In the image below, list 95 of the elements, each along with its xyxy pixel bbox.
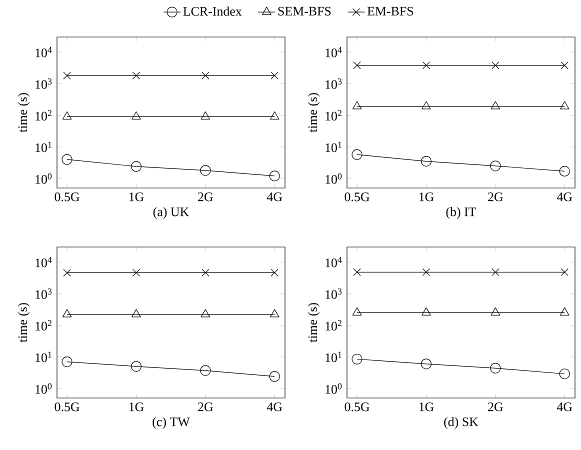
y-tick-label: 10$^{4}$ [326, 46, 342, 58]
point [422, 268, 430, 276]
point [132, 309, 141, 318]
legend-label: EM-BFS [367, 6, 414, 16]
text: (b) IT [446, 207, 476, 219]
point [200, 309, 210, 318]
point [420, 358, 432, 370]
y-tick-label: 10$^{1}$ [36, 352, 52, 362]
x-tick-label: 1G [129, 402, 144, 412]
x-tick-label: 4G [266, 192, 282, 202]
x-tick-label: 0.5G [54, 192, 80, 202]
x-tick-label: 1G [419, 402, 434, 412]
point [62, 309, 72, 318]
point [492, 268, 500, 276]
point [130, 161, 142, 172]
x-tick-label: 4G [556, 402, 572, 412]
point [353, 268, 361, 276]
point [270, 309, 280, 318]
point [270, 72, 278, 80]
y-tick-label: 10$^{3}$ [326, 288, 342, 299]
point [132, 268, 140, 277]
text: (d) SK [444, 417, 478, 429]
point [560, 101, 570, 110]
point [352, 307, 362, 316]
point [63, 268, 71, 277]
x-tick-label: 2G [488, 192, 503, 202]
point [560, 268, 568, 276]
y-tick-label: 10$^{0}$ [36, 173, 52, 184]
y-tick-label: 10$^{3}$ [326, 78, 342, 89]
y-tick-label: 10$^{4}$ [36, 46, 52, 58]
point [130, 361, 142, 372]
point [420, 156, 432, 167]
y-axis-title: time (s) [308, 93, 320, 132]
point [422, 101, 431, 110]
point [200, 111, 210, 120]
point [269, 371, 280, 382]
point [200, 165, 211, 176]
point [490, 160, 501, 172]
y-tick-label: 10$^{0}$ [36, 383, 52, 394]
x-tick-label: 2G [488, 402, 503, 412]
y-tick-label: 10$^{0}$ [326, 173, 342, 184]
y-tick-label: 10$^{4}$ [326, 256, 342, 268]
x-tick-label: 4G [556, 192, 572, 202]
point [353, 62, 361, 70]
y-tick-label: 10$^{3}$ [36, 288, 52, 299]
point [62, 154, 72, 165]
x-tick-label: 0.5G [344, 192, 370, 202]
legend-label: LCR-Index [183, 6, 242, 16]
point [200, 365, 211, 376]
y-tick-label: 10$^{4}$ [36, 256, 52, 268]
point [352, 149, 362, 160]
point [492, 62, 500, 70]
y-tick-label: 10$^{2}$ [326, 110, 342, 121]
text: (a) UK [153, 207, 190, 219]
y-tick-label: 10$^{3}$ [36, 78, 52, 89]
x-tick-label: 2G [198, 402, 213, 412]
y-tick-label: 10$^{1}$ [36, 142, 52, 152]
legend-label: SEM-BFS [278, 6, 331, 16]
point [270, 111, 280, 120]
y-tick-label: 10$^{2}$ [326, 320, 342, 331]
point [62, 356, 72, 368]
y-axis-title: time (s) [18, 303, 30, 342]
y-tick-label: 10$^{1}$ [326, 352, 342, 362]
x-tick-label: 0.5G [54, 402, 80, 412]
point [269, 170, 280, 182]
point [560, 62, 568, 70]
point [202, 268, 210, 277]
x-tick-label: 2G [198, 192, 213, 202]
point [422, 307, 431, 316]
point [490, 307, 500, 316]
point [559, 166, 570, 177]
y-tick-label: 10$^{2}$ [36, 320, 52, 331]
point [490, 362, 501, 374]
y-axis-title: time (s) [308, 303, 320, 342]
x-tick-label: 4G [266, 402, 282, 412]
x-tick-label: 0.5G [344, 402, 370, 412]
point [132, 111, 141, 120]
y-tick-label: 10$^{1}$ [326, 142, 342, 152]
point [270, 268, 278, 277]
point [352, 101, 362, 110]
point [63, 72, 71, 80]
x-tick-label: 1G [419, 192, 434, 202]
point [202, 72, 210, 80]
y-tick-label: 10$^{2}$ [36, 110, 52, 121]
point [352, 354, 362, 364]
point [132, 72, 140, 80]
point [62, 111, 72, 120]
text: (c) TW [152, 417, 190, 429]
point [559, 368, 570, 380]
point [560, 307, 570, 316]
point [422, 62, 430, 70]
y-axis-title: time (s) [18, 93, 30, 132]
point [490, 101, 500, 110]
x-tick-label: 1G [129, 192, 144, 202]
y-tick-label: 10$^{0}$ [326, 383, 342, 394]
